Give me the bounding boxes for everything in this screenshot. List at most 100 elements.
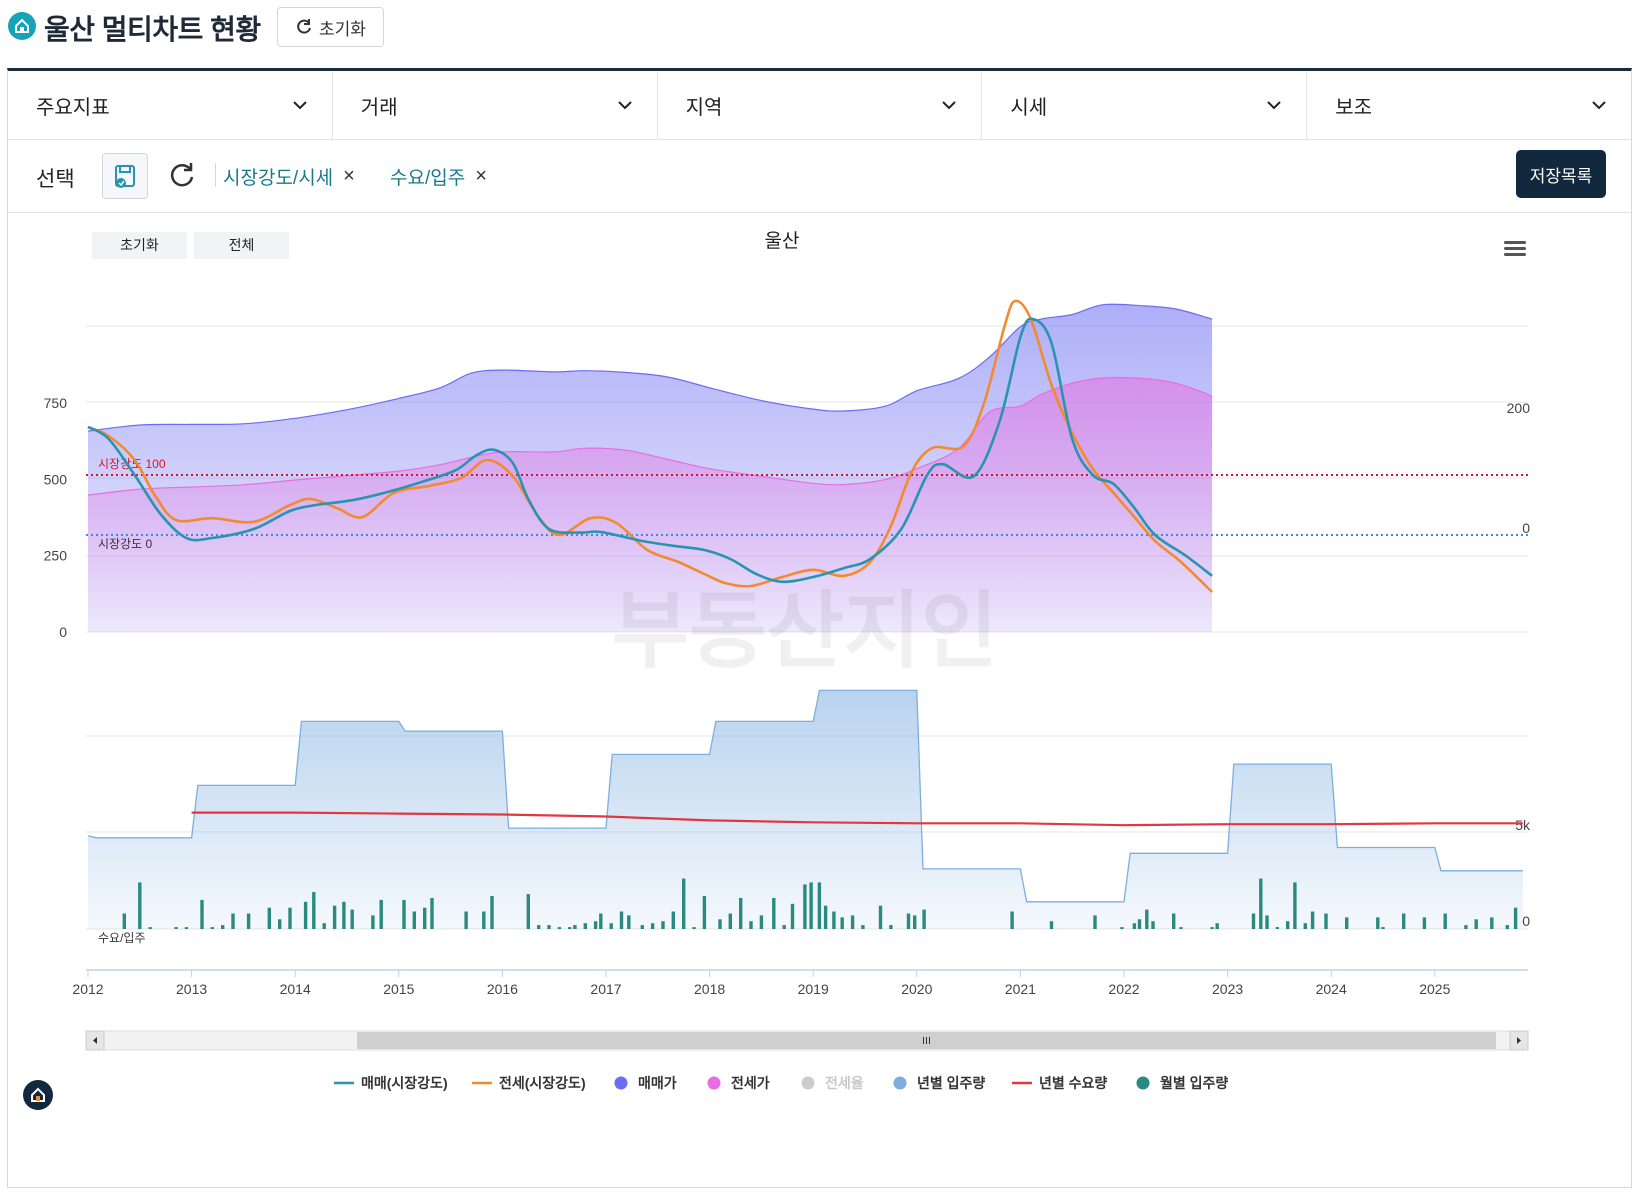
bar-월별-입주량 (889, 925, 893, 929)
filter-dropdown-trade[interactable]: 거래 (333, 71, 658, 139)
filter-label: 주요지표 (36, 96, 110, 119)
bar-월별-입주량 (1381, 927, 1385, 929)
bar-월별-입주량 (749, 921, 753, 929)
selected-tag-supply: 수요/입주 × (390, 163, 487, 190)
legend-item[interactable]: 월별 입주량 (1136, 1075, 1229, 1091)
bar-월별-입주량 (1275, 927, 1279, 929)
bar-월별-입주량 (823, 905, 828, 929)
filter-label: 지역 (685, 96, 723, 119)
bar-월별-입주량 (1093, 915, 1097, 929)
remove-tag-icon[interactable]: × (475, 165, 487, 187)
reset-button[interactable]: 초기화 (277, 7, 384, 47)
filter-dropdown-price[interactable]: 시세 (982, 71, 1308, 139)
selection-row: 선택 시장강도/시세 × 수요/입주 × 저장목록 (8, 141, 1631, 213)
bar-월별-입주량 (661, 921, 665, 929)
bar-월별-입주량 (1265, 915, 1269, 929)
bar-월별-입주량 (739, 898, 743, 929)
bar-월별-입주량 (1215, 923, 1219, 929)
refresh-icon (297, 19, 312, 34)
filter-label: 보조 (1335, 96, 1372, 119)
legend-item[interactable]: 매매가 (614, 1075, 677, 1091)
x-axis-label: 2019 (798, 981, 829, 997)
save-selection-button[interactable] (102, 153, 148, 199)
bar-월별-입주량 (599, 913, 603, 929)
x-axis-label: 2022 (1108, 981, 1139, 997)
x-axis-label: 2025 (1419, 981, 1450, 997)
filter-dropdown-aux[interactable]: 보조 (1307, 71, 1631, 139)
bar-월별-입주량 (322, 923, 326, 929)
y-axis-left-label: 500 (44, 471, 68, 487)
filter-dropdown-main[interactable]: 주요지표 (8, 71, 333, 139)
refresh-selection-button[interactable] (166, 159, 198, 191)
series-line-전세가 (87, 377, 1213, 496)
series-line-년별 수요량 (191, 811, 1523, 827)
chart-menu-icon[interactable] (1504, 241, 1526, 256)
legend-item[interactable]: 전세율 (801, 1075, 864, 1091)
selected-tag-strength: 시장강도/시세 × (223, 163, 355, 190)
tag-label: 수요/입주 (390, 168, 466, 189)
series-area-년별 입주량 (88, 690, 1523, 929)
bar-월별-입주량 (1151, 921, 1155, 929)
chevron-down-icon (942, 101, 957, 110)
x-axis-label: 2013 (176, 981, 207, 997)
scroll-right-icon (1517, 1037, 1521, 1044)
bar-월별-입주량 (627, 915, 631, 929)
y-axis-bottom-label: 5k (1515, 817, 1531, 833)
bar-월별-입주량 (861, 925, 865, 929)
legend-item[interactable]: 전세(시장강도) (472, 1075, 586, 1091)
bar-월별-입주량 (174, 927, 178, 929)
brand-logo-icon (23, 1080, 53, 1110)
filter-bar: 주요지표 거래 지역 시세 보조 (8, 71, 1631, 140)
y-axis-left-label: 750 (44, 395, 68, 411)
bar-월별-입주량 (200, 899, 204, 929)
bar-월별-입주량 (573, 925, 577, 929)
bar-월별-입주량 (184, 927, 189, 929)
bar-월별-입주량 (221, 925, 225, 929)
menu-bar (1504, 247, 1526, 250)
bar-월별-입주량 (1137, 919, 1142, 929)
chart-all-button[interactable] (194, 232, 289, 259)
x-axis-label: 2015 (383, 981, 414, 997)
legend-item[interactable]: 년별 수요량 (1012, 1075, 1107, 1091)
bar-월별-입주량 (1324, 913, 1328, 929)
legend-item[interactable]: 매매(시장강도) (334, 1075, 448, 1091)
bar-월별-입주량 (1505, 925, 1509, 929)
bar-월별-입주량 (1303, 923, 1307, 929)
series-area-전세가 (88, 377, 1213, 632)
bar-월별-입주량 (122, 913, 126, 929)
bar-월별-입주량 (1443, 913, 1447, 929)
bar-월별-입주량 (878, 905, 883, 929)
bar-월별-입주량 (231, 913, 235, 929)
bottom-chart-title: 수요/입주 (98, 931, 146, 945)
menu-bar (1504, 241, 1526, 244)
bar-월별-입주량 (650, 923, 655, 929)
bar-월별-입주량 (619, 911, 624, 929)
x-axis-label: 2024 (1316, 981, 1347, 997)
legend-item[interactable]: 년별 입주량 (893, 1075, 986, 1091)
bar-월별-입주량 (1120, 927, 1124, 929)
bar-월별-입주량 (210, 927, 214, 929)
bar-월별-입주량 (840, 917, 844, 929)
bar-월별-입주량 (288, 907, 292, 929)
monthly-supply-bars (122, 878, 1518, 929)
bar-월별-입주량 (583, 923, 587, 929)
bar-월별-입주량 (1293, 882, 1297, 929)
bar-월별-입주량 (490, 896, 494, 929)
legend-item[interactable]: 전세가 (707, 1075, 770, 1091)
bar-월별-입주량 (537, 925, 541, 929)
series-line-전세(시장강도) (87, 299, 1214, 593)
chart-title: 울산 (765, 230, 800, 252)
bar-월별-입주량 (1464, 925, 1468, 929)
bar-월별-입주량 (692, 927, 696, 929)
home-logo-icon[interactable] (8, 12, 36, 40)
filter-dropdown-region[interactable]: 지역 (658, 71, 983, 139)
legend-label: 월별 입주량 (1160, 1075, 1228, 1091)
chart-reset-button[interactable] (92, 232, 187, 259)
bar-월별-입주량 (1513, 907, 1518, 929)
reference-label-0: 시장강도 0 (98, 537, 152, 551)
bar-월별-입주량 (1010, 911, 1014, 929)
bar-월별-입주량 (1132, 923, 1137, 929)
save-list-button[interactable]: 저장목록 (1516, 150, 1606, 198)
y-axis-left-label: 250 (44, 548, 68, 564)
remove-tag-icon[interactable]: × (343, 165, 355, 187)
